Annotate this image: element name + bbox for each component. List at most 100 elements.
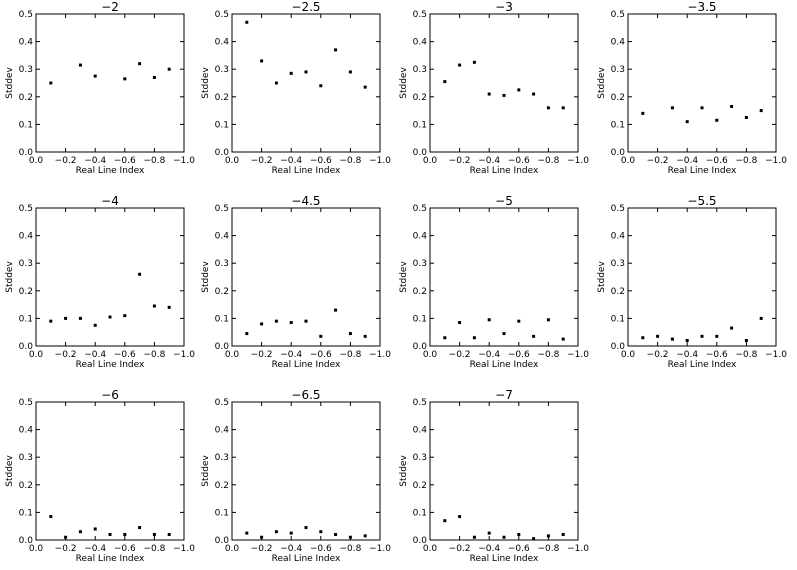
y-axis-label: Stddev	[399, 455, 409, 487]
x-tick-label: 0.0	[621, 350, 636, 360]
data-point	[78, 530, 82, 534]
x-tick-label: −0.4	[84, 544, 106, 554]
data-point	[78, 316, 82, 320]
y-tick-label: 0.3	[215, 259, 229, 269]
plot-frame	[627, 13, 777, 153]
y-axis-label: Stddev	[5, 67, 15, 99]
x-tick-label: −0.4	[478, 544, 500, 554]
y-tick-label: 0.5	[413, 398, 427, 408]
y-tick-label: 0.0	[611, 342, 626, 352]
y-tick-label: 0.4	[611, 232, 626, 242]
data-point	[348, 70, 352, 74]
x-axis-label: Real Line Index	[272, 360, 341, 370]
data-point	[546, 318, 550, 322]
y-tick-label: 0.4	[413, 38, 428, 48]
data-point	[245, 20, 249, 24]
x-axis-label: Real Line Index	[272, 166, 341, 176]
x-tick-label: −0.4	[280, 156, 302, 166]
y-axis-label: Stddev	[5, 261, 15, 293]
x-tick-label: −0.6	[310, 156, 332, 166]
data-point	[487, 531, 491, 535]
y-tick-label: 0.5	[19, 398, 33, 408]
y-axis-label: Stddev	[201, 261, 211, 293]
y-tick-label: 0.0	[413, 536, 428, 546]
x-tick-label: −1.0	[369, 156, 391, 166]
x-tick-label: −0.8	[143, 350, 165, 360]
y-tick-label: 0.1	[413, 314, 427, 324]
data-point	[167, 305, 171, 309]
data-point	[138, 62, 142, 66]
data-point	[546, 534, 550, 538]
data-point	[260, 59, 264, 63]
data-point	[289, 71, 293, 75]
y-tick-label: 0.1	[19, 314, 33, 324]
y-axis-label: Stddev	[597, 67, 607, 99]
y-tick-label: 0.2	[413, 287, 427, 297]
x-tick-label: 0.0	[29, 350, 44, 360]
y-tick-label: 0.1	[215, 508, 229, 518]
data-point	[304, 70, 308, 74]
data-point	[274, 81, 278, 85]
x-axis-label: Real Line Index	[470, 360, 539, 370]
x-tick-label: −0.4	[280, 350, 302, 360]
x-tick-label: −0.8	[339, 156, 361, 166]
x-axis-label: Real Line Index	[76, 166, 145, 176]
panel-title: −4	[101, 194, 119, 208]
data-point	[670, 337, 674, 341]
x-tick-label: −1.0	[369, 544, 391, 554]
x-axis-label: Real Line Index	[668, 360, 737, 370]
data-point	[260, 535, 264, 539]
data-point	[700, 334, 704, 338]
y-tick-label: 0.4	[19, 38, 34, 48]
data-point	[49, 319, 53, 323]
panel-title: −6	[101, 388, 119, 402]
data-point	[561, 532, 565, 536]
data-point	[458, 63, 462, 67]
y-tick-label: 0.4	[19, 426, 34, 436]
data-point	[348, 535, 352, 539]
y-axis-label: Stddev	[597, 261, 607, 293]
x-tick-label: −0.2	[449, 350, 471, 360]
x-tick-label: −1.0	[369, 350, 391, 360]
y-tick-label: 0.1	[19, 508, 33, 518]
data-point	[304, 319, 308, 323]
plot-frame	[429, 401, 579, 541]
data-point	[730, 326, 734, 330]
x-tick-label: −0.2	[449, 544, 471, 554]
data-point	[260, 322, 264, 326]
x-tick-label: 0.0	[423, 350, 438, 360]
y-tick-label: 0.2	[19, 481, 33, 491]
panel-title: −3	[495, 0, 513, 14]
data-point	[167, 67, 171, 71]
data-point	[458, 515, 462, 519]
data-point	[443, 80, 447, 84]
y-tick-label: 0.2	[215, 93, 229, 103]
data-point	[715, 334, 719, 338]
x-tick-label: −0.6	[706, 350, 728, 360]
y-tick-label: 0.5	[215, 204, 229, 214]
x-tick-label: −1.0	[567, 350, 589, 360]
y-tick-label: 0.5	[215, 10, 229, 20]
x-tick-label: −0.8	[143, 156, 165, 166]
data-point	[274, 319, 278, 323]
x-tick-label: −1.0	[173, 156, 195, 166]
panel-title: −2	[101, 0, 119, 14]
plot-frame	[35, 401, 185, 541]
x-tick-label: −0.8	[537, 350, 559, 360]
y-axis-label: Stddev	[201, 67, 211, 99]
x-tick-label: 0.0	[621, 156, 636, 166]
data-point	[715, 118, 719, 122]
x-tick-label: −1.0	[765, 350, 787, 360]
y-tick-label: 0.4	[215, 38, 230, 48]
x-axis-label: Real Line Index	[668, 166, 737, 176]
data-point	[245, 531, 249, 535]
panel-title: −5.5	[687, 194, 716, 208]
x-tick-label: −1.0	[173, 544, 195, 554]
data-point	[641, 336, 645, 340]
data-point	[274, 530, 278, 534]
data-point	[64, 316, 68, 320]
data-point	[108, 315, 112, 319]
y-tick-label: 0.3	[19, 65, 33, 75]
x-tick-label: −0.4	[676, 350, 698, 360]
data-point	[502, 332, 506, 336]
